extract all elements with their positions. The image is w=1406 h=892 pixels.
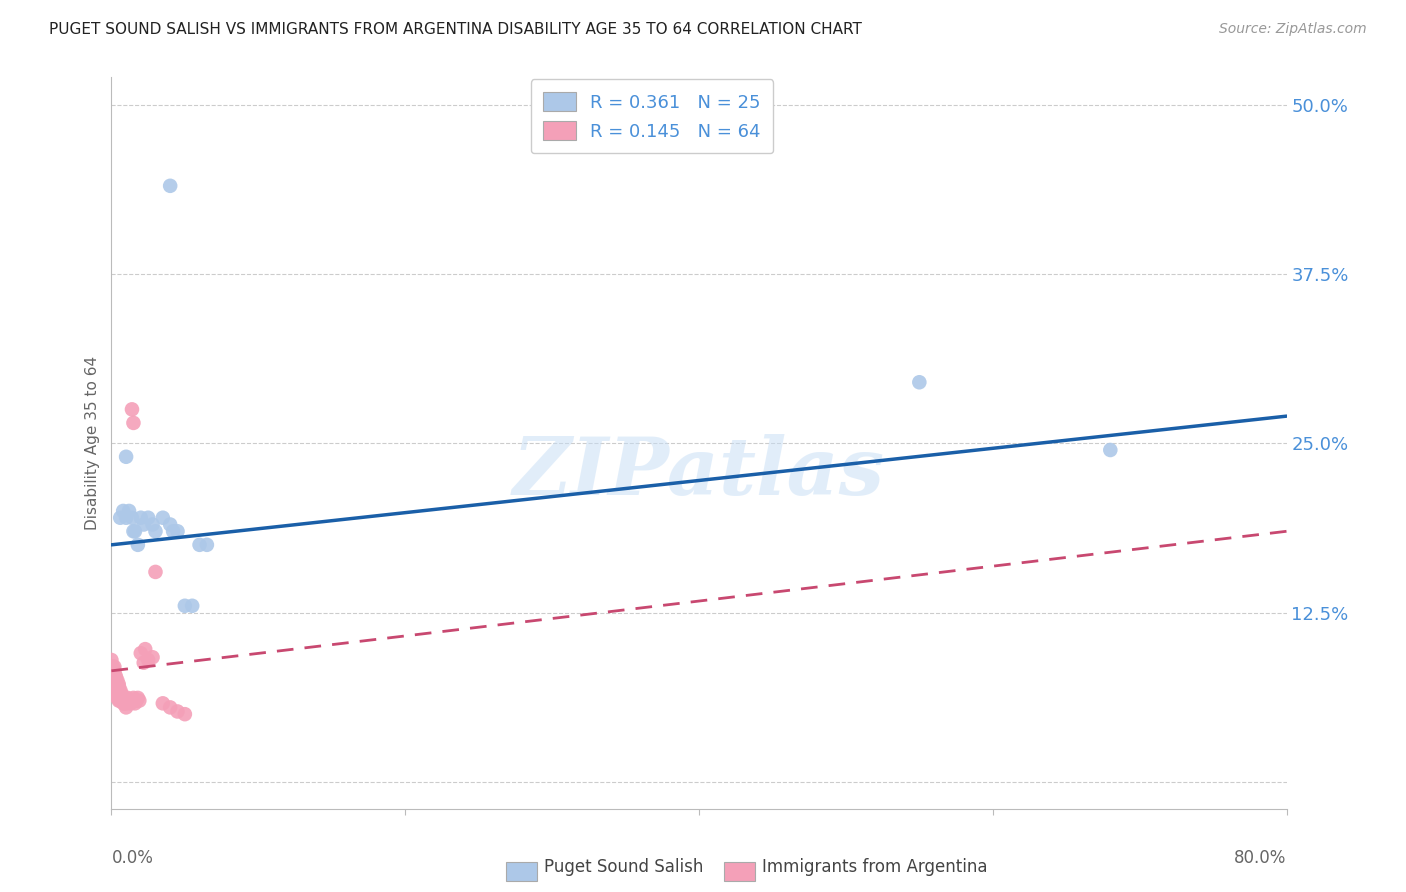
Point [115,700,138,714]
Point [122,690,145,705]
Point [162,524,184,539]
Point [129,646,152,660]
Y-axis label: Disability Age 35 to 64: Disability Age 35 to 64 [86,356,100,530]
Point [181,599,204,613]
Point [110,693,132,707]
Point [127,690,149,705]
Point [141,517,163,532]
Point [121,510,143,524]
Point [125,693,148,707]
Point [101,664,124,678]
Point [101,659,124,673]
Point [100,653,122,667]
Point [103,666,125,681]
Point [114,696,136,710]
Point [128,693,150,707]
Point [115,450,138,464]
Point [107,682,129,697]
Text: ZIPatlas: ZIPatlas [513,434,884,511]
Point [166,524,188,539]
Point [104,677,127,691]
Point [118,504,141,518]
Point [124,696,146,710]
Point [112,690,135,705]
Point [112,696,135,710]
Point [1099,442,1122,457]
Point [132,656,155,670]
Point [121,402,143,417]
Point [103,669,125,683]
Point [101,666,124,681]
Point [136,653,159,667]
Point [107,687,129,701]
Point [111,693,134,707]
Point [188,538,211,552]
Point [115,696,138,710]
Point [104,682,127,697]
Point [159,517,181,532]
Point [152,510,174,524]
Point [103,664,125,678]
Point [120,696,142,710]
Point [145,565,167,579]
Point [145,524,167,539]
Point [152,696,174,710]
Point [110,510,132,524]
Point [132,517,155,532]
Point [112,504,135,518]
Point [136,510,159,524]
Text: PUGET SOUND SALISH VS IMMIGRANTS FROM ARGENTINA DISABILITY AGE 35 TO 64 CORRELAT: PUGET SOUND SALISH VS IMMIGRANTS FROM AR… [49,22,862,37]
Point [105,687,128,701]
Point [105,690,128,705]
Point [134,642,156,657]
Point [105,682,128,697]
Point [107,677,129,691]
Point [105,673,128,688]
Point [129,510,152,524]
Point [159,700,181,714]
Point [118,693,141,707]
Point [100,659,122,673]
Point [117,690,139,705]
Point [104,673,127,688]
Text: Source: ZipAtlas.com: Source: ZipAtlas.com [1219,22,1367,37]
Text: 80.0%: 80.0% [1234,849,1286,867]
Point [114,693,136,707]
Point [110,682,132,697]
Text: Puget Sound Salish: Puget Sound Salish [544,858,703,876]
Point [111,690,134,705]
Point [110,687,132,701]
Point [111,687,134,701]
Point [115,510,138,524]
Point [103,677,125,691]
Point [103,680,125,694]
Point [103,659,125,673]
Legend: R = 0.361   N = 25, R = 0.145   N = 64: R = 0.361 N = 25, R = 0.145 N = 64 [530,79,773,153]
Point [127,538,149,552]
Point [107,690,129,705]
Point [166,705,188,719]
Point [101,669,124,683]
Point [141,650,163,665]
Point [107,693,129,707]
Point [104,669,127,683]
Point [122,524,145,539]
Point [103,673,125,688]
Point [110,690,132,705]
Text: 0.0%: 0.0% [111,849,153,867]
Point [124,524,146,539]
Point [122,416,145,430]
Point [105,677,128,691]
Point [107,680,129,694]
Point [159,178,181,193]
Point [195,538,218,552]
Point [908,376,931,390]
Point [104,680,127,694]
Point [101,673,124,688]
Point [173,707,195,722]
Text: Immigrants from Argentina: Immigrants from Argentina [762,858,987,876]
Point [173,599,195,613]
Point [112,693,135,707]
